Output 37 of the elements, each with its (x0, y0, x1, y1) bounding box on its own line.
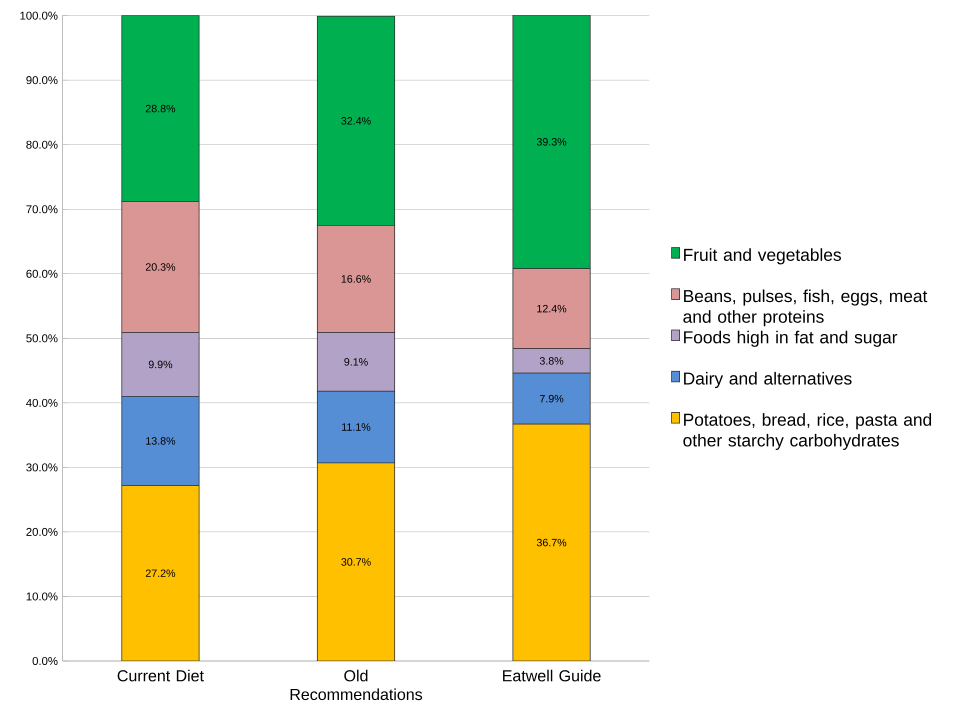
legend-label: Dairy and alternatives (684, 372, 852, 388)
y-tick-label: 90.0% (26, 76, 58, 84)
data-label: 20.3% (146, 263, 176, 271)
data-label: 28.8% (146, 104, 176, 112)
y-tick-label: 100.0% (20, 12, 58, 20)
y-tick-label: 50.0% (26, 334, 58, 342)
bar (316, 16, 396, 226)
bar (512, 14, 591, 270)
data-label: 9.9% (148, 360, 172, 368)
data-label: 27.2% (146, 569, 176, 577)
bar (121, 15, 200, 202)
data-label: 16.6% (342, 275, 371, 283)
y-tick-label: 0.0% (32, 656, 58, 665)
legend-label: Foods high in fat and sugar (684, 330, 898, 347)
data-label: 7.9% (540, 394, 564, 402)
data-label: 13.8% (146, 437, 176, 445)
data-label: 12.4% (537, 304, 566, 312)
data-label: 9.1% (344, 358, 368, 366)
data-label: 39.3% (536, 138, 566, 146)
legend-label: Beans, pulses, fish, eggs, meat and other proteins (683, 289, 928, 326)
y-tick-label: 30.0% (26, 463, 58, 472)
x-tick-label: Current Diet (118, 670, 204, 682)
y-tick-label: 40.0% (26, 398, 58, 407)
legend-label: Fruit and vegetables (684, 248, 841, 264)
data-label: 36.7% (536, 538, 566, 546)
x-tick-label: Eatwell Guide (503, 670, 601, 682)
y-tick-label: 20.0% (26, 528, 58, 536)
y-tick-label: 10.0% (26, 592, 58, 600)
legend-label: Potatoes, bread, rice, pasta and other starchy carbohydrates (683, 413, 932, 450)
y-tick-label: 70.0% (26, 205, 58, 214)
y-tick-label: 80.0% (26, 140, 58, 149)
data-label: 3.8% (540, 357, 564, 365)
data-label: 32.4% (341, 117, 371, 125)
y-tick-label: 60.0% (26, 270, 58, 278)
data-label: 30.7% (341, 558, 371, 566)
data-label: 11.1% (342, 423, 370, 431)
x-tick-label: Old Recommendations (290, 670, 422, 700)
